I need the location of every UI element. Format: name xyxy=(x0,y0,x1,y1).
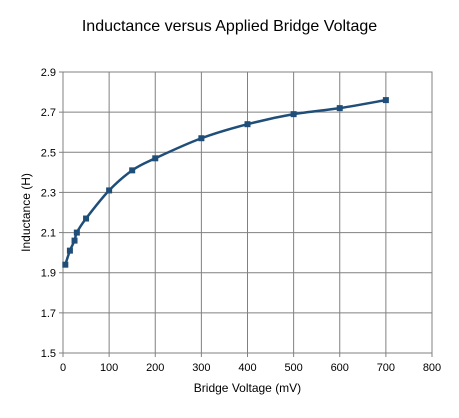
y-tick-label: 2.1 xyxy=(41,228,56,240)
data-point-marker xyxy=(62,261,69,268)
y-axis-title: Inductance (H) xyxy=(19,173,33,252)
data-point-marker xyxy=(198,135,205,142)
data-point-marker xyxy=(66,247,73,254)
data-point-marker xyxy=(71,237,78,244)
data-point-marker xyxy=(382,97,389,104)
x-tick-label: 800 xyxy=(423,362,441,374)
data-point-marker xyxy=(106,187,113,194)
x-tick-label: 400 xyxy=(238,362,256,374)
x-axis-title: Bridge Voltage (mV) xyxy=(194,381,301,395)
data-point-marker xyxy=(73,229,80,236)
grid-layer xyxy=(62,71,433,354)
y-tick-label: 2.3 xyxy=(41,187,56,199)
y-tick-label: 1.5 xyxy=(41,348,56,360)
data-point-marker xyxy=(129,167,136,174)
y-tick-label: 1.7 xyxy=(41,308,56,320)
x-tick-label: 700 xyxy=(377,362,395,374)
y-tick-label: 2.9 xyxy=(41,67,56,79)
y-tick-label: 2.5 xyxy=(41,147,56,159)
data-point-marker xyxy=(244,121,251,128)
x-tick-label: 0 xyxy=(60,362,66,374)
y-axis-ticks: 1.5 1.7 1.9 2.1 2.3 2.5 2.7 2.9 xyxy=(41,67,63,360)
y-tick-label: 1.9 xyxy=(41,268,56,280)
data-point-marker xyxy=(83,215,90,222)
series-line xyxy=(64,98,387,266)
x-axis-ticks: 0 100 200 300 400 500 600 700 800 xyxy=(60,353,441,374)
x-tick-label: 100 xyxy=(100,362,118,374)
data-point-marker xyxy=(336,105,343,112)
data-point-marker xyxy=(290,111,297,118)
series-layer xyxy=(62,97,389,268)
x-tick-label: 300 xyxy=(192,362,210,374)
data-point-marker xyxy=(152,155,159,162)
x-tick-label: 600 xyxy=(331,362,349,374)
chart-title: Inductance versus Applied Bridge Voltage xyxy=(81,18,378,35)
y-tick-label: 2.7 xyxy=(41,107,56,119)
x-tick-label: 200 xyxy=(146,362,164,374)
x-tick-label: 500 xyxy=(284,362,302,374)
